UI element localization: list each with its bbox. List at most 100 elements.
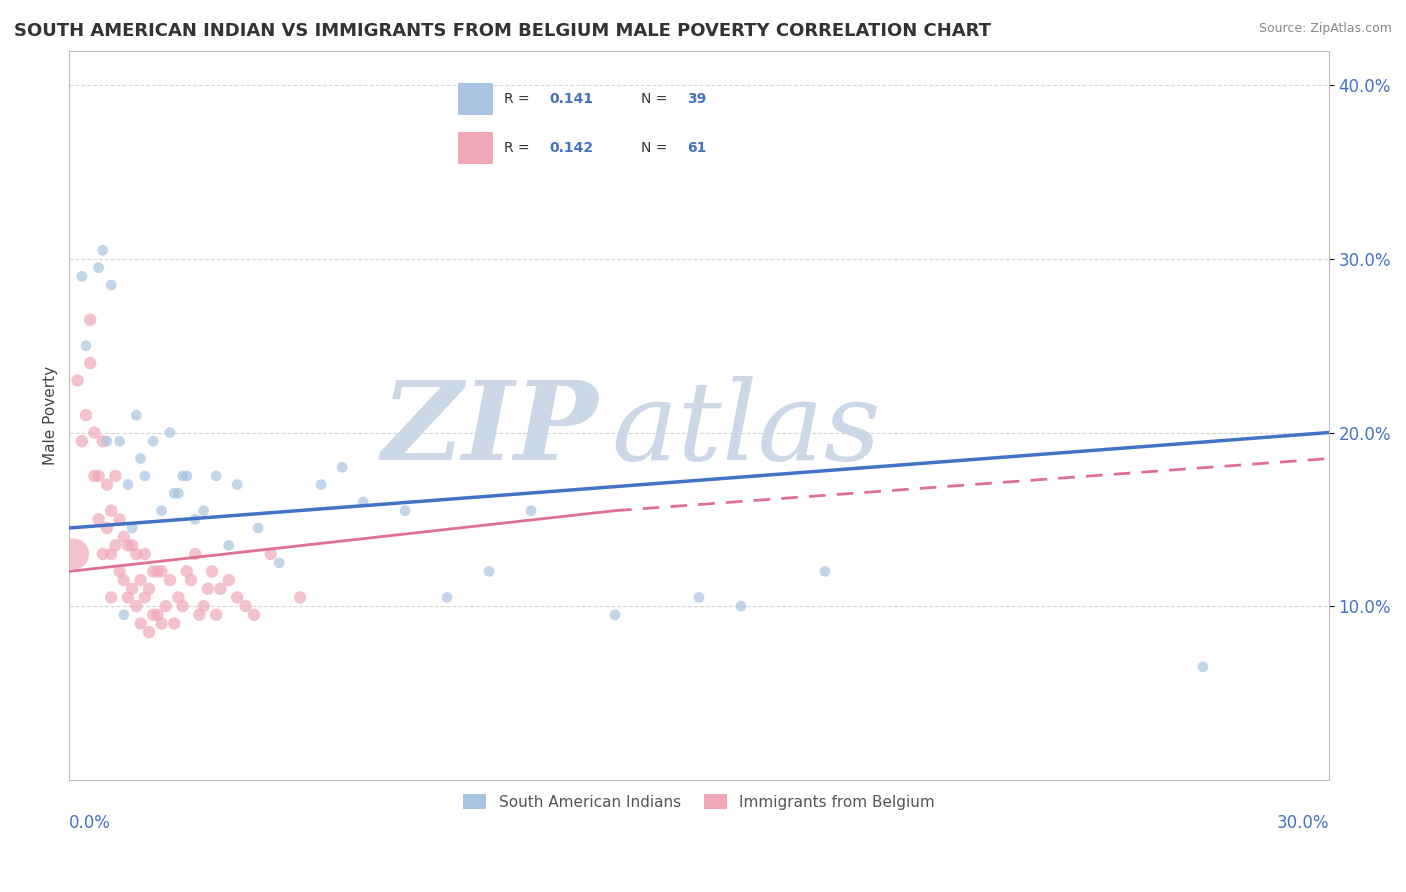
- Point: [218, 573, 240, 587]
- Point: [146, 565, 169, 579]
- Point: [172, 469, 194, 483]
- Point: [70, 269, 93, 284]
- Point: [62, 547, 84, 561]
- Text: ZIP: ZIP: [381, 376, 598, 483]
- Point: [83, 425, 105, 440]
- Point: [117, 477, 139, 491]
- Point: [478, 565, 501, 579]
- Point: [96, 434, 118, 449]
- Point: [269, 556, 291, 570]
- Text: atlas: atlas: [610, 376, 880, 483]
- Point: [117, 591, 139, 605]
- Point: [142, 565, 165, 579]
- Point: [205, 607, 228, 622]
- Point: [180, 573, 202, 587]
- Point: [142, 434, 165, 449]
- Point: [138, 582, 160, 596]
- Point: [129, 616, 152, 631]
- Point: [96, 521, 118, 535]
- Point: [226, 591, 249, 605]
- Point: [112, 607, 135, 622]
- Point: [247, 521, 270, 535]
- Point: [66, 374, 89, 388]
- Point: [134, 469, 156, 483]
- Text: 30.0%: 30.0%: [1277, 814, 1329, 832]
- Point: [134, 591, 156, 605]
- Point: [520, 503, 543, 517]
- Point: [121, 582, 143, 596]
- Point: [142, 607, 165, 622]
- Point: [159, 573, 181, 587]
- Point: [172, 599, 194, 613]
- Point: [112, 530, 135, 544]
- Point: [75, 408, 97, 422]
- Point: [104, 538, 127, 552]
- Point: [91, 547, 114, 561]
- Point: [159, 425, 181, 440]
- Point: [125, 408, 148, 422]
- Point: [730, 599, 752, 613]
- Point: [100, 278, 122, 293]
- Point: [134, 547, 156, 561]
- Point: [121, 521, 143, 535]
- Point: [209, 582, 232, 596]
- Point: [436, 591, 458, 605]
- Point: [96, 477, 118, 491]
- Point: [193, 503, 215, 517]
- Point: [184, 547, 207, 561]
- Point: [184, 512, 207, 526]
- Point: [288, 591, 311, 605]
- Point: [197, 582, 219, 596]
- Point: [121, 538, 143, 552]
- Point: [87, 512, 110, 526]
- Point: [138, 625, 160, 640]
- Point: [79, 312, 101, 326]
- Y-axis label: Male Poverty: Male Poverty: [44, 366, 58, 465]
- Point: [603, 607, 626, 622]
- Point: [129, 451, 152, 466]
- Point: [218, 538, 240, 552]
- Point: [352, 495, 374, 509]
- Legend: South American Indians, Immigrants from Belgium: South American Indians, Immigrants from …: [457, 788, 941, 816]
- Point: [167, 591, 190, 605]
- Point: [91, 244, 114, 258]
- Point: [100, 503, 122, 517]
- Point: [100, 547, 122, 561]
- Point: [117, 538, 139, 552]
- Point: [188, 607, 211, 622]
- Point: [150, 565, 173, 579]
- Point: [163, 616, 186, 631]
- Point: [243, 607, 266, 622]
- Point: [688, 591, 710, 605]
- Point: [226, 477, 249, 491]
- Point: [112, 573, 135, 587]
- Point: [70, 434, 93, 449]
- Point: [108, 434, 131, 449]
- Point: [176, 565, 198, 579]
- Point: [108, 565, 131, 579]
- Point: [167, 486, 190, 500]
- Point: [79, 356, 101, 370]
- Point: [193, 599, 215, 613]
- Point: [150, 616, 173, 631]
- Point: [125, 547, 148, 561]
- Point: [330, 460, 353, 475]
- Point: [235, 599, 257, 613]
- Point: [129, 573, 152, 587]
- Point: [201, 565, 224, 579]
- Point: [150, 503, 173, 517]
- Point: [146, 607, 169, 622]
- Point: [75, 339, 97, 353]
- Point: [100, 591, 122, 605]
- Point: [87, 469, 110, 483]
- Text: SOUTH AMERICAN INDIAN VS IMMIGRANTS FROM BELGIUM MALE POVERTY CORRELATION CHART: SOUTH AMERICAN INDIAN VS IMMIGRANTS FROM…: [14, 22, 991, 40]
- Text: 0.0%: 0.0%: [69, 814, 111, 832]
- Point: [104, 469, 127, 483]
- Point: [83, 469, 105, 483]
- Point: [394, 503, 416, 517]
- Point: [87, 260, 110, 275]
- Point: [108, 512, 131, 526]
- Point: [163, 486, 186, 500]
- Text: Source: ZipAtlas.com: Source: ZipAtlas.com: [1258, 22, 1392, 36]
- Point: [814, 565, 837, 579]
